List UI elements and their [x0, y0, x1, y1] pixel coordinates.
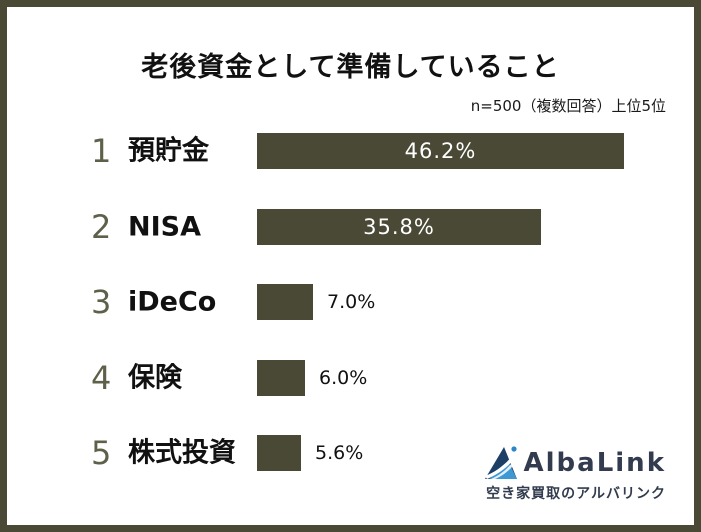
logo-wordmark: AlbaLink: [523, 448, 666, 478]
category-label: iDeCo: [128, 286, 217, 318]
bar-area: 46.2%: [257, 133, 624, 169]
bar: [257, 284, 313, 320]
category-label: 保険: [128, 362, 182, 394]
logo-top: AlbaLink: [483, 443, 666, 483]
category-label: NISA: [128, 211, 201, 243]
albalink-mountain-icon: [484, 446, 517, 479]
bar-area: 5.6%: [257, 435, 363, 471]
bar: [257, 360, 305, 396]
value-label: 6.0%: [319, 367, 368, 389]
bar: 46.2%: [257, 133, 624, 169]
value-label: 5.6%: [315, 442, 364, 464]
logo-tagline: 空き家買取のアルバリンク: [486, 486, 666, 502]
category-label: 株式投資: [128, 437, 236, 469]
bar-area: 6.0%: [257, 360, 367, 396]
value-label: 35.8%: [363, 215, 435, 239]
rank-number: 1: [91, 132, 112, 170]
bar-area: 35.8%: [257, 209, 541, 245]
bar: 35.8%: [257, 209, 541, 245]
rank-number: 2: [91, 208, 112, 246]
chart-row: 3 iDeCo 7.0%: [7, 284, 694, 320]
value-label: 46.2%: [404, 139, 477, 163]
bar: [257, 435, 301, 471]
albalink-logo: AlbaLink 空き家買取のアルバリンク: [483, 443, 666, 501]
bar-area: 7.0%: [257, 284, 375, 320]
chart-row: 5 株式投資 5.6%: [7, 435, 694, 471]
chart-row: 2 NISA 35.8%: [7, 209, 694, 245]
chart-row: 1 預貯金 46.2%: [7, 133, 694, 169]
rank-number: 4: [91, 359, 112, 397]
chart-row: 4 保険 6.0%: [7, 360, 694, 396]
sample-size-note: n=500（複数回答）上位5位: [470, 97, 666, 115]
chart-title: 老後資金として準備していること: [141, 52, 560, 83]
rank-number: 3: [91, 283, 112, 321]
category-label: 預貯金: [128, 135, 209, 167]
rank-number: 5: [91, 434, 112, 472]
value-label: 7.0%: [327, 291, 376, 313]
